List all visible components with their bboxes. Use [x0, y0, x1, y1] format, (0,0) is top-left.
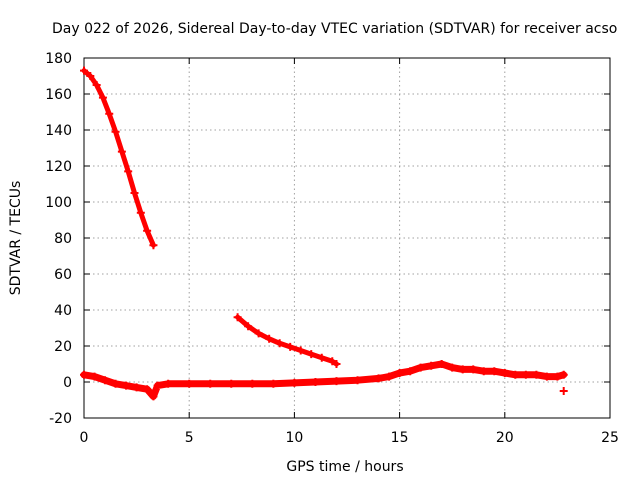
data-point: [286, 342, 295, 351]
data-point: [149, 241, 158, 250]
data-point: [153, 381, 162, 390]
data-point: [117, 147, 126, 156]
y-tick-label: -20: [49, 411, 72, 427]
y-tick-label: 0: [63, 375, 72, 391]
data-point: [122, 381, 131, 390]
data-point: [296, 346, 305, 355]
data-point: [90, 372, 99, 381]
data-point: [553, 372, 562, 381]
x-tick-labels: 0 5 10 15 20 25: [80, 430, 619, 446]
data-point: [328, 357, 337, 366]
data-point: [437, 360, 446, 368]
data-point: [206, 379, 215, 388]
data-point: [559, 370, 568, 379]
series-line: [81, 68, 156, 248]
x-tick-label: 0: [80, 430, 89, 446]
data-point: [458, 365, 467, 374]
data-point: [143, 385, 152, 394]
x-tick-label: 20: [496, 430, 514, 446]
data-point: [521, 370, 530, 379]
y-tick-label: 60: [54, 267, 72, 283]
data-point: [532, 370, 541, 379]
series-baseline: [80, 360, 568, 401]
data-point: [500, 369, 509, 377]
y-tick-label: 120: [45, 159, 72, 175]
data-point: [448, 363, 457, 372]
data-point: [406, 367, 415, 376]
data-point: [353, 376, 362, 385]
data-point: [265, 334, 274, 343]
data-point: [132, 383, 141, 392]
data-point: [542, 372, 551, 381]
data-point: [227, 379, 236, 388]
y-axis-label: SDTVAR / TECUs: [8, 181, 24, 296]
data-point: [98, 93, 107, 102]
data-point: [290, 378, 299, 387]
data-point: [164, 379, 173, 388]
data-point: [233, 313, 242, 322]
data-point: [80, 66, 88, 75]
data-point: [124, 167, 133, 176]
data-point: [92, 81, 101, 89]
x-axis-label: GPS time / hours: [286, 459, 403, 475]
data-points: [80, 66, 568, 401]
x-tick-label: 15: [391, 430, 409, 446]
data-point: [395, 369, 404, 377]
x-tick-label: 25: [601, 430, 619, 446]
data-point: [130, 189, 139, 197]
data-point: [490, 367, 499, 376]
data-point: [317, 353, 326, 362]
data-point: [559, 387, 568, 395]
data-point: [149, 392, 158, 401]
data-point: [136, 208, 145, 217]
plot-frame: [83, 57, 611, 419]
data-point: [101, 376, 110, 385]
series-mid-decay: [233, 313, 341, 368]
data-point: [416, 363, 425, 372]
y-tick-label: 20: [54, 339, 72, 355]
series-outlier: [559, 387, 568, 395]
data-point: [385, 372, 394, 381]
data-point: [311, 378, 320, 386]
data-point: [275, 339, 284, 348]
data-point: [469, 365, 478, 374]
data-point: [143, 226, 152, 235]
y-tick-labels: -20 0 20 40 60 80 100 120 140 160 180: [45, 51, 72, 427]
data-point: [111, 379, 120, 388]
data-point: [80, 370, 88, 379]
y-tick-label: 100: [45, 195, 72, 211]
data-point: [427, 361, 436, 370]
y-tick-label: 80: [54, 231, 72, 247]
y-tick-label: 180: [45, 51, 72, 67]
data-point: [332, 360, 341, 368]
y-tick-label: 160: [45, 87, 72, 103]
gridlines: [84, 58, 610, 418]
y-tick-label: 40: [54, 303, 72, 319]
chart-title: Day 022 of 2026, Sidereal Day-to-day VTE…: [52, 21, 617, 37]
data-point: [332, 377, 341, 386]
y-tick-label: 140: [45, 123, 72, 139]
data-point: [244, 322, 253, 331]
data-point: [254, 329, 263, 338]
data-point: [86, 72, 95, 80]
data-point: [105, 109, 114, 118]
series-high-decay: [80, 66, 158, 250]
data-point: [248, 379, 257, 388]
data-point: [511, 370, 520, 379]
x-tick-label: 10: [285, 430, 303, 446]
data-point: [307, 350, 316, 359]
data-point: [111, 127, 120, 136]
data-point: [185, 379, 194, 388]
data-point: [374, 374, 383, 383]
series-line: [80, 360, 568, 400]
data-point: [269, 379, 278, 388]
tick-marks: [83, 57, 611, 419]
data-point: [479, 367, 488, 376]
x-tick-label: 5: [185, 430, 194, 446]
